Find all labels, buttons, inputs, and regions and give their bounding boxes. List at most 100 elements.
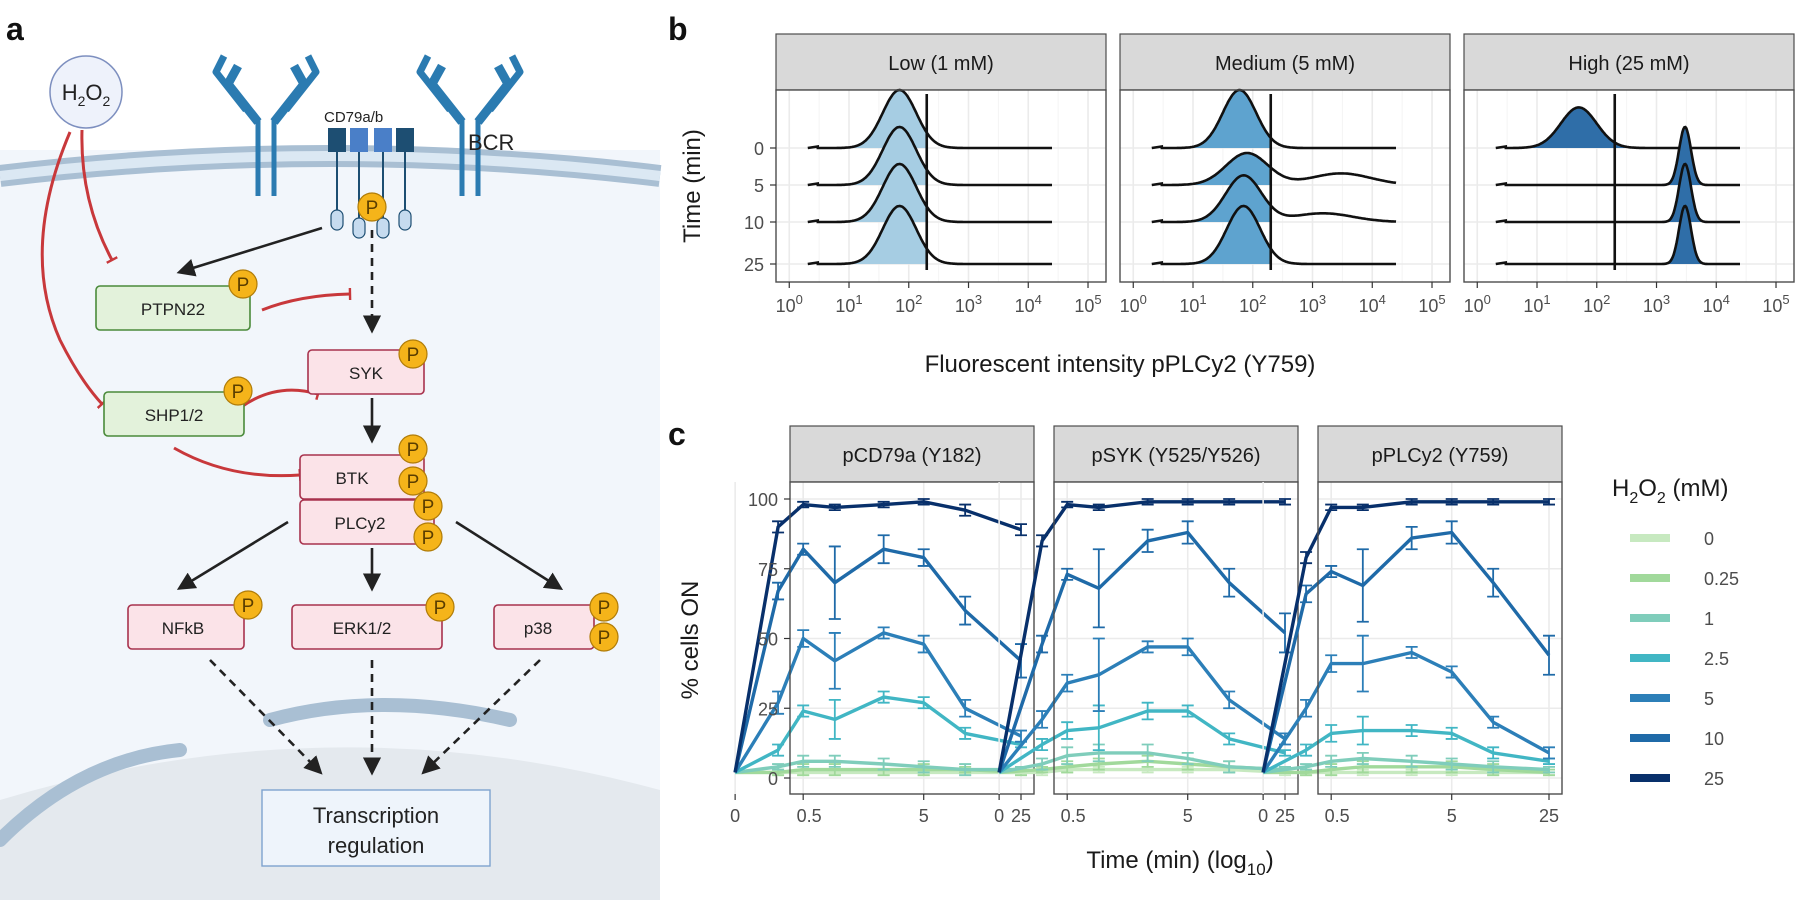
ridge-panel-1: Medium (5 mM)100 101 102 103 104 105 [1119, 33, 1451, 316]
phospho-circle [223, 376, 253, 406]
ridge-strip-label: Medium (5 mM) [1215, 53, 1355, 75]
series-errorbar-10 [1181, 520, 1194, 545]
phospho-label: P [366, 198, 379, 219]
phospho-circle [357, 192, 387, 222]
series-errorbar-10 [1405, 526, 1418, 551]
line-ytick-label: 25 [758, 699, 778, 719]
ridge-xtick-base: 10 [1643, 296, 1663, 316]
series-errorbar-5 [828, 632, 841, 690]
line-strip-label: pSYK (Y525/Y526) [1092, 445, 1261, 467]
ridge-xtick-exp: 0 [1484, 292, 1491, 307]
phospho-label: P [434, 598, 447, 619]
ridge-panel-border [1463, 89, 1795, 283]
phospho-badge-10: P [589, 592, 619, 622]
series-errorbar-5 [1325, 654, 1338, 673]
phospho-badge-6: P [413, 491, 443, 521]
ridge-xtick-exp: 3 [975, 292, 982, 307]
series-errorbar-10 [1223, 567, 1236, 598]
legend-label-5: 5 [1704, 689, 1714, 709]
ridge-ytick-label: 0 [754, 139, 764, 159]
ridge-xtick-label: 101 [1179, 292, 1206, 316]
line-strip-label: pPLCy2 (Y759) [1372, 445, 1509, 467]
line-panel-border [1317, 481, 1563, 795]
series-errorbar-5 [1356, 634, 1369, 693]
phospho-badge-8: P [233, 590, 263, 620]
phospho-badge-3: P [398, 339, 428, 369]
legend-label-2.5: 2.5 [1704, 649, 1729, 669]
ridge-curve-10 [1151, 173, 1397, 224]
ridge-xtick-base: 10 [1464, 296, 1484, 316]
ridge-xtick-exp: 0 [796, 292, 803, 307]
bcr-receptor-left [212, 54, 320, 196]
series-errorbar-2.5 [772, 743, 785, 757]
series-errorbar-5 [1223, 690, 1236, 710]
node-plcy2: PLCy2 [299, 499, 435, 545]
line-panel-0: pCD79a (Y182) 0 0.5 5 25 0 25 50 75 100 [730, 425, 1035, 826]
node-ptpn22: PTPN22 [95, 285, 251, 331]
legend-label-1: 1 [1704, 609, 1714, 629]
series-errorbar-25 [1141, 498, 1154, 506]
series-errorbar-25 [959, 503, 972, 517]
series-line-1 [1262, 756, 1550, 775]
ridge-xtick-label: 104 [1359, 292, 1386, 316]
ridge-curve-25 [1495, 204, 1740, 266]
line-xtick-label: 0.5 [1325, 806, 1350, 826]
ridge-strip-label: Low (1 mM) [888, 53, 994, 75]
series-errorbar-2.5 [1279, 749, 1291, 757]
line-strip [789, 425, 1035, 483]
phospho-circle [233, 590, 263, 620]
ridge-xtick-base: 10 [1523, 296, 1543, 316]
node-p38-label: p38 [524, 619, 552, 638]
series-errorbar-10 [1543, 634, 1555, 676]
ridge-xtick-label: 100 [776, 292, 803, 316]
receptor-arm-outer [212, 54, 249, 113]
series-errorbar-25 [1061, 500, 1074, 509]
ridge-xtick-base: 10 [1179, 296, 1199, 316]
er-membrane-left [0, 743, 187, 847]
series-errorbar-1 [1141, 743, 1154, 763]
ridge-fill-25 [817, 206, 927, 264]
phospho-label: P [407, 472, 420, 493]
h2o2-o: O [85, 80, 102, 105]
series-errorbar-1 [828, 754, 841, 768]
ridge-xtick-label: 101 [835, 292, 862, 316]
series-errorbar-25 [877, 500, 890, 509]
ridge-xlabel: Fluorescent intensity pPLCy2 (Y759) [925, 351, 1316, 378]
series-errorbar-1 [877, 757, 890, 771]
phospho-circle [398, 466, 428, 496]
node-p38: p38 [493, 604, 595, 650]
phospho-badge-7: P [413, 522, 443, 552]
h2o2-sub1: 2 [78, 93, 86, 109]
series-errorbar-5 [1445, 665, 1458, 679]
line-xtick-label: 5 [1447, 806, 1457, 826]
ridge-xtick-label: 102 [1239, 292, 1266, 316]
bcr-receptor [212, 54, 524, 196]
ridge-strip [1463, 33, 1795, 91]
transcription-line1: Transcription [313, 803, 439, 828]
ridge-xtick-exp: 5 [1782, 292, 1789, 307]
ridge-xtick-exp: 3 [1319, 292, 1326, 307]
series-errorbar-5 [1181, 637, 1194, 657]
phospho-badge-1: P [228, 269, 258, 299]
series-line-5 [997, 645, 1286, 774]
series-errorbar-10 [828, 545, 841, 620]
ridge-xtick-label: 104 [1015, 292, 1042, 316]
series-errorbar-10 [1356, 548, 1369, 623]
ridge-fill-0 [1505, 107, 1741, 148]
svg-text:H2O2: H2O2 [62, 80, 111, 109]
ridge-xtick-exp: 1 [1199, 292, 1206, 307]
series-errorbar-5 [797, 629, 810, 648]
line-xtick-label: 0.5 [1061, 806, 1086, 826]
ridge-xtick-exp: 1 [1543, 292, 1550, 307]
ridge-xtick-base: 10 [835, 296, 855, 316]
series-errorbar-25 [1223, 498, 1236, 506]
ridge-xtick-exp: 4 [1379, 292, 1386, 307]
series-errorbar-25 [1181, 498, 1194, 506]
series-errorbar-5 [877, 626, 890, 640]
series-errorbar-1 [917, 760, 930, 774]
ridge-xtick-base: 10 [1359, 296, 1379, 316]
phospho-label: P [242, 596, 255, 617]
line-xtick-label: 25 [1011, 806, 1031, 826]
ridge-strip-label: High (25 mM) [1568, 53, 1689, 75]
